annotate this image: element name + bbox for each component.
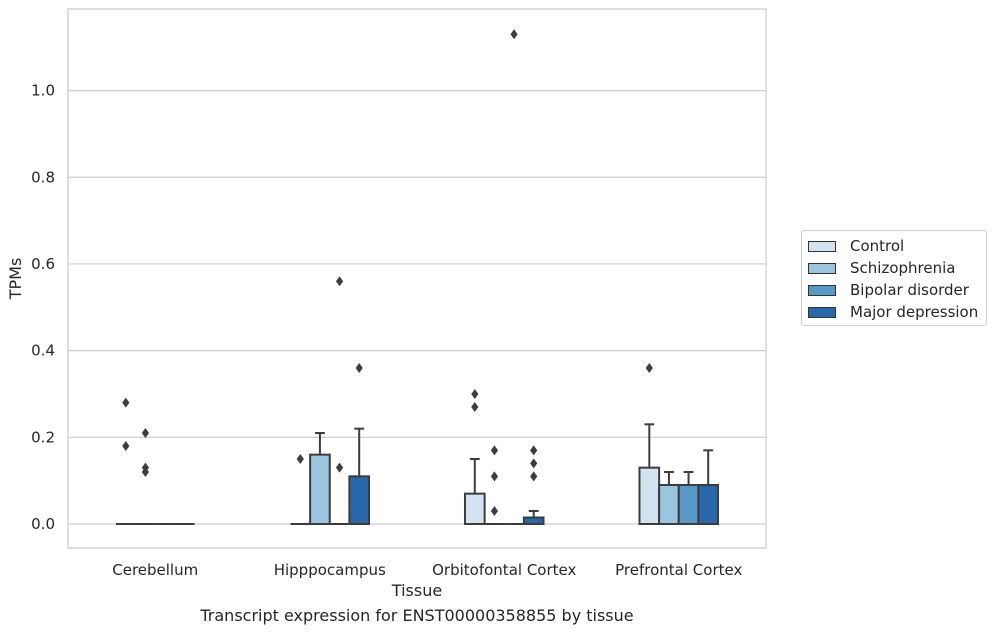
legend-item-schizophrenia: Schizophrenia	[808, 259, 955, 277]
x-axis-label: Tissue	[391, 581, 442, 600]
outlier-point	[490, 505, 499, 516]
y-axis-label: TPMs	[6, 258, 25, 301]
y-tick-label: 1.0	[31, 82, 55, 100]
outlier-point	[510, 29, 518, 40]
outlier-point	[335, 276, 344, 287]
legend-swatch-schizophrenia	[808, 262, 836, 274]
legend-swatch-bipolar	[808, 284, 836, 296]
box-group	[463, 457, 486, 525]
box-group	[658, 470, 680, 525]
legend-swatch-control	[808, 240, 836, 252]
outlier-point	[122, 397, 130, 408]
box-group	[309, 431, 331, 526]
box-group	[677, 470, 700, 525]
x-tick-label: Prefrontal Cortex	[615, 561, 742, 579]
legend-item-control: Control	[808, 237, 904, 255]
outlier-point	[141, 466, 150, 477]
y-tick-label: 0.2	[31, 428, 55, 446]
x-tick-label: Hipppocampus	[274, 561, 386, 579]
x-tick-labels: Cerebellum Hipppocampus Orbitofontal Corte…	[112, 561, 742, 579]
outlier-point	[530, 445, 538, 456]
outlier-point	[141, 427, 150, 438]
outlier-point	[335, 462, 344, 473]
outlier-point	[296, 453, 304, 464]
boxes	[115, 423, 720, 526]
box-group	[638, 423, 661, 525]
box	[638, 466, 661, 525]
outlier-point	[471, 401, 479, 412]
legend-item-major-depression: Major depression	[808, 303, 978, 321]
box	[463, 492, 486, 525]
outlier-point	[355, 362, 363, 373]
legend-label-bipolar: Bipolar disorder	[850, 281, 969, 299]
outlier-point	[490, 445, 499, 456]
outlier-point	[490, 471, 499, 482]
box-group	[522, 509, 545, 526]
y-tick-label: 0.4	[31, 342, 55, 360]
box	[309, 453, 331, 526]
box-group	[697, 449, 720, 525]
outliers	[122, 29, 653, 516]
box-group	[348, 427, 371, 525]
outlier-point	[122, 440, 130, 451]
y-tick-labels: 0.0 0.2 0.4 0.6 0.8 1.0	[31, 82, 55, 533]
legend: Control Schizophrenia Bipolar disorder M…	[801, 230, 987, 326]
chart-caption: Transcript expression for ENST0000035885…	[200, 606, 634, 625]
legend-label-schizophrenia: Schizophrenia	[850, 259, 956, 277]
box	[697, 483, 720, 525]
outlier-point	[530, 471, 538, 482]
outlier-point	[530, 458, 538, 469]
x-tick-label: Cerebellum	[112, 561, 198, 579]
box	[677, 483, 700, 525]
y-tick-label: 0.0	[31, 515, 55, 533]
y-tick-label: 0.8	[31, 168, 55, 186]
box	[658, 483, 680, 525]
box	[348, 475, 371, 525]
legend-label-major-depression: Major depression	[850, 303, 979, 321]
y-tick-label: 0.6	[31, 255, 55, 273]
x-tick-label: Orbitofontal Cortex	[432, 561, 576, 579]
legend-item-bipolar: Bipolar disorder	[808, 281, 969, 299]
plot-frame	[67, 8, 767, 549]
gridlines	[68, 89, 766, 525]
legend-swatch-major-depression	[808, 306, 836, 318]
legend-label-control: Control	[850, 237, 905, 255]
outlier-point	[471, 388, 479, 399]
outlier-point	[645, 362, 653, 373]
